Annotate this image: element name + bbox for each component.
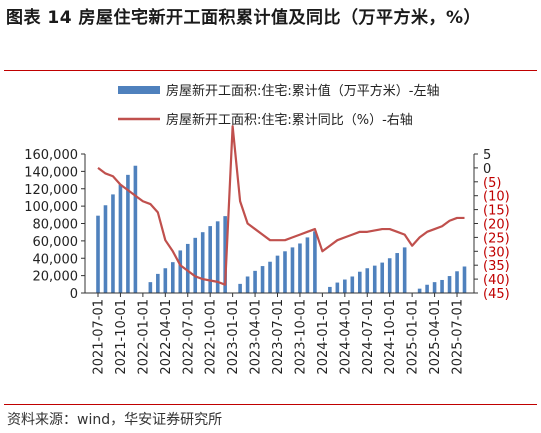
bar [178, 250, 183, 293]
x-axis-tick-label: 2023-10-01 [293, 299, 308, 375]
x-axis-tick-label: 2024-01-01 [316, 299, 331, 375]
bar [283, 251, 287, 293]
right-axis-tick-label: (45) [483, 287, 510, 302]
right-axis-tick-label: (10) [483, 190, 510, 205]
x-axis-tick-label: 2024-07-01 [361, 299, 376, 375]
left-axis-tick-label: 100,000 [24, 200, 78, 215]
right-axis-tick-label: (35) [483, 259, 510, 274]
x-axis: 2021-07-01 2021-10-01 2022-01-01 2022-04-01… [85, 292, 474, 375]
bar [275, 255, 280, 293]
right-axis-tick-label: (25) [483, 231, 510, 246]
bar [185, 243, 190, 293]
bar [357, 271, 362, 293]
yoy-line [97, 125, 465, 286]
right-axis-tick-label: (5) [483, 176, 501, 191]
x-axis-tick-label: 2022-07-01 [181, 299, 196, 375]
left-axis-tick-label: 20,000 [33, 270, 79, 285]
left-axis-tick-label: 40,000 [33, 252, 79, 267]
bar [111, 194, 115, 293]
bar [268, 261, 272, 293]
left-axis-tick-label: 0 [70, 287, 78, 302]
line-series [97, 125, 465, 286]
bar [118, 184, 123, 293]
bar [425, 284, 429, 293]
bar [305, 237, 310, 293]
left-axis-tick-label: 60,000 [33, 235, 79, 250]
bar [335, 282, 340, 293]
right-axis-tick-label: 0 [483, 162, 491, 177]
source-note: 资料来源：wind，华安证券研究所 [7, 412, 223, 428]
bar-series [96, 165, 467, 293]
x-axis-tick-label: 2024-10-01 [383, 299, 398, 375]
left-axis-tick-label: 120,000 [24, 183, 78, 198]
bar [148, 282, 153, 293]
bar [462, 266, 467, 293]
chart-title: 图表 14 房屋住宅新开工面积累计值及同比（万平方米，%） [6, 8, 482, 28]
x-axis-tick-label: 2025-04-01 [428, 299, 443, 375]
bar [245, 276, 250, 293]
bar [343, 279, 347, 293]
x-axis-tick-label: 2023-07-01 [271, 299, 286, 375]
bar [365, 268, 370, 293]
bar [432, 282, 437, 293]
bar [313, 231, 317, 293]
right-axis: 50(5)(10)(15)(20)(25)(30)(35)(40)(45) [473, 148, 510, 302]
legend-swatch-bar [118, 86, 160, 94]
bar [126, 174, 130, 293]
bar [328, 286, 332, 293]
bar [238, 283, 242, 293]
x-axis-tick-label: 2023-01-01 [226, 299, 241, 375]
x-axis-tick-label: 2025-01-01 [406, 299, 421, 375]
bar [215, 221, 220, 293]
bar [163, 268, 168, 293]
left-axis-tick-label: 140,000 [24, 165, 78, 180]
bar [260, 266, 265, 293]
bar [402, 247, 407, 293]
x-axis-tick-label: 2023-04-01 [249, 299, 264, 375]
x-axis-tick-label: 2021-10-01 [114, 299, 129, 375]
left-axis: 0 20,000 40,000 60,000 80,000 100,000 120,000 1… [24, 148, 86, 302]
bar [440, 279, 444, 293]
right-axis-tick-label: 5 [483, 148, 491, 163]
x-axis-tick-label: 2022-01-01 [136, 299, 151, 375]
legend-label-line: 房屋新开工面积:住宅:累计同比（%）-右轴 [166, 112, 413, 128]
bar [208, 226, 212, 293]
bar [96, 215, 100, 293]
bar [171, 262, 175, 293]
x-axis-tick-label: 2025-07-01 [451, 299, 466, 375]
bar [447, 276, 452, 293]
legend-label-bar: 房屋新开工面积:住宅:累计值（万平方米）-左轴 [166, 83, 439, 99]
right-axis-tick-label: (30) [483, 245, 510, 260]
bar [380, 262, 385, 293]
bar [223, 216, 227, 293]
title-rule [4, 70, 537, 71]
bar [156, 273, 160, 293]
bar [372, 265, 377, 293]
x-axis-tick-label: 2022-10-01 [204, 299, 219, 375]
left-axis-tick-label: 160,000 [24, 148, 78, 163]
bar [103, 205, 108, 293]
bar [395, 253, 399, 293]
x-axis-tick-label: 2024-04-01 [338, 299, 353, 375]
bar [200, 232, 205, 293]
source-rule [4, 404, 537, 405]
bar [253, 270, 257, 293]
x-axis-tick-label: 2021-07-01 [92, 299, 107, 375]
bar [455, 271, 459, 293]
legend: 房屋新开工面积:住宅:累计值（万平方米）-左轴 房屋新开工面积:住宅:累计同比（… [118, 83, 439, 128]
bar [387, 258, 392, 293]
right-axis-tick-label: (40) [483, 273, 510, 288]
bar [417, 288, 422, 293]
right-axis-tick-label: (20) [483, 218, 510, 233]
bar [290, 247, 295, 293]
x-axis-tick-label: 2022-04-01 [159, 299, 174, 375]
bar [193, 237, 198, 293]
right-axis-tick-label: (15) [483, 204, 510, 219]
bar [350, 276, 355, 293]
left-axis-tick-label: 80,000 [33, 218, 79, 233]
bar [298, 243, 302, 293]
bar [133, 165, 138, 293]
